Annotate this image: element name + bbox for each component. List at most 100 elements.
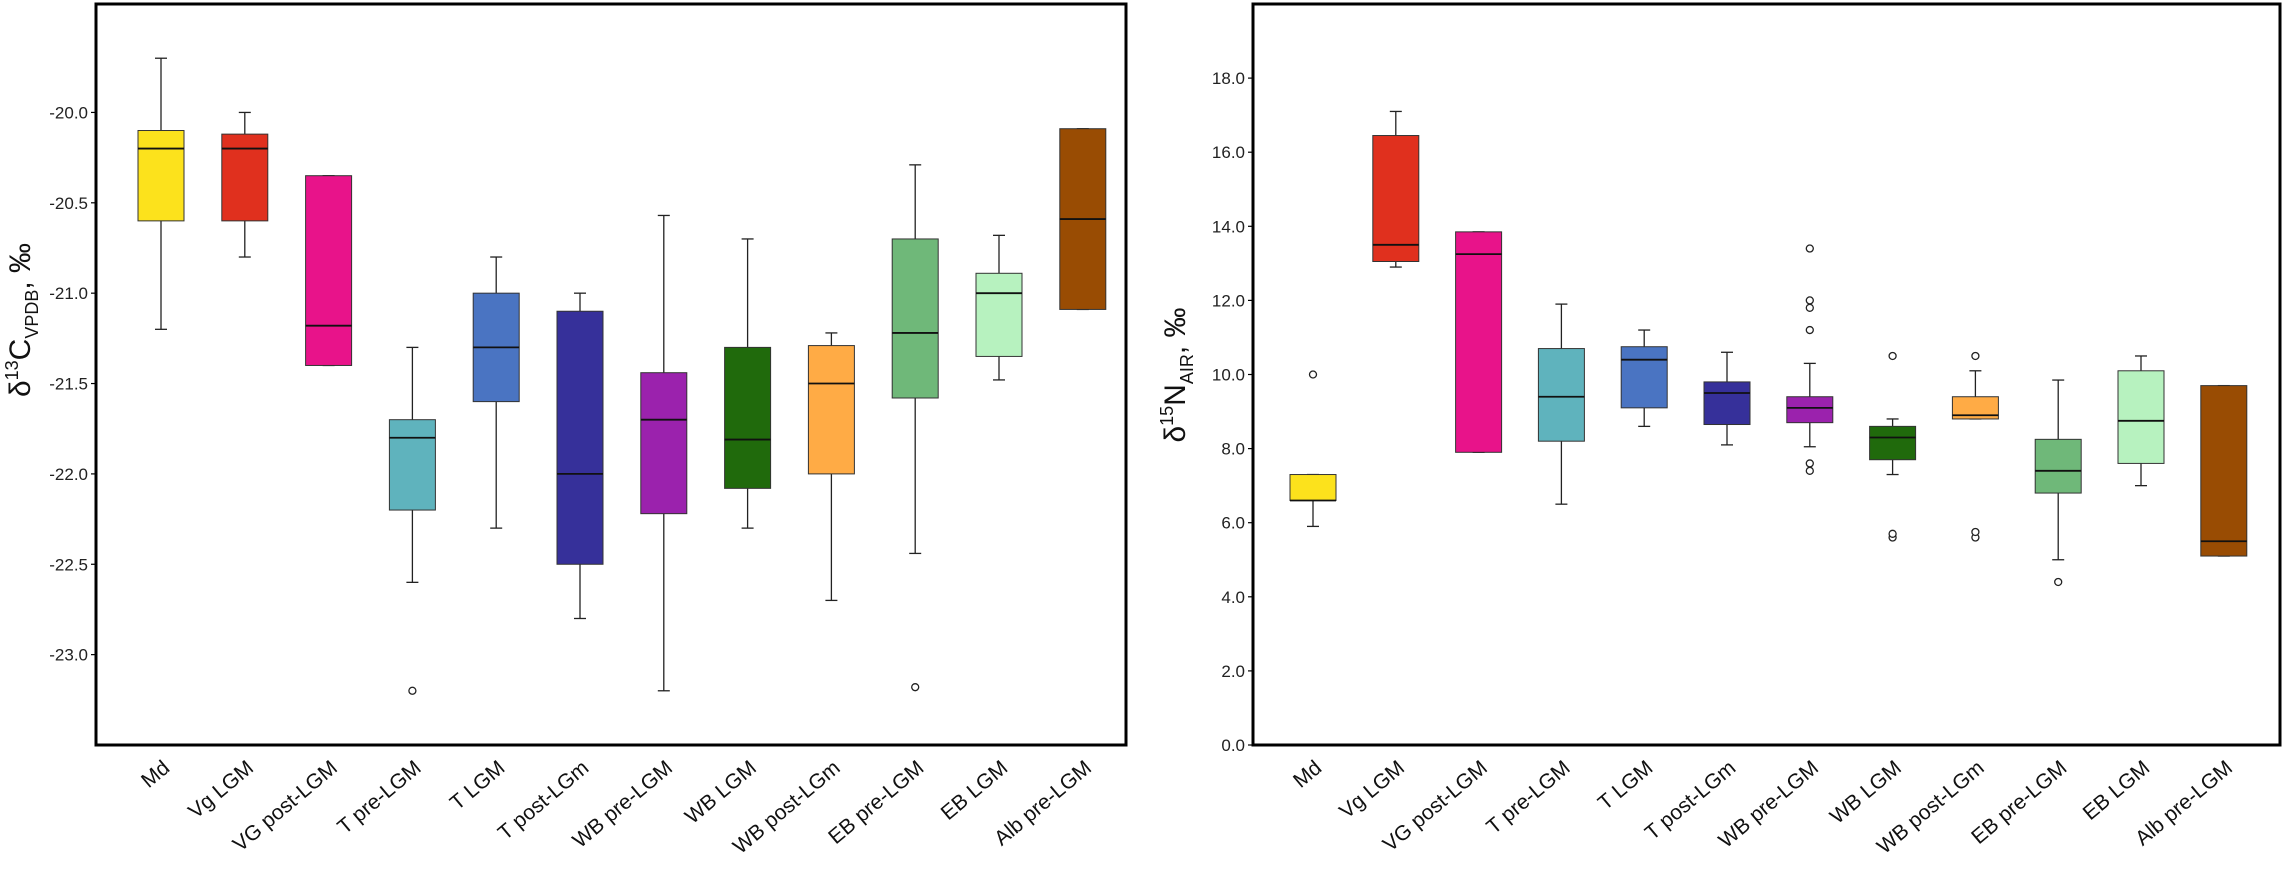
outlier-point bbox=[1805, 325, 1814, 335]
box-iqr bbox=[1372, 135, 1420, 262]
y-tick-label: -21.5 bbox=[49, 375, 88, 394]
y-axis-label-suffix: , ‰ bbox=[1159, 307, 1192, 354]
y-tick-label: 4.0 bbox=[1221, 588, 1245, 607]
y-tick-label: 16.0 bbox=[1212, 143, 1245, 162]
y-tick-label: 18.0 bbox=[1212, 69, 1245, 88]
box-iqr bbox=[1537, 348, 1585, 442]
y-axis-label-main: N bbox=[1159, 384, 1192, 406]
box-8 bbox=[1951, 351, 1999, 542]
y-tick-label: -21.0 bbox=[49, 284, 88, 303]
box-iqr bbox=[1620, 346, 1668, 409]
outlier-point bbox=[1971, 351, 1980, 361]
category-label: Vg LGM bbox=[1335, 756, 1409, 823]
outlier-point bbox=[1805, 296, 1814, 305]
box-9 bbox=[891, 164, 939, 692]
box-11 bbox=[1059, 128, 1107, 311]
box-6 bbox=[640, 214, 688, 692]
y-tick-label: 0.0 bbox=[1221, 736, 1245, 755]
outlier-point bbox=[1308, 370, 1318, 379]
box-1 bbox=[221, 111, 269, 258]
right-panel-d15n: 0.0 2.0 4.0 6.0 8.0 10.0 12.0 14.0 16.0 18.0 δ15NA… bbox=[1157, 2, 2282, 859]
category-label: T pre-LGM bbox=[333, 756, 425, 839]
box-8 bbox=[807, 332, 855, 602]
outlier-point bbox=[1805, 244, 1814, 253]
y-tick-label: 2.0 bbox=[1221, 662, 1245, 681]
box-iqr bbox=[1786, 396, 1834, 424]
box-iqr bbox=[1869, 425, 1917, 461]
category-label: Vg LGM bbox=[184, 756, 258, 823]
y-tick-label: 8.0 bbox=[1221, 440, 1245, 459]
box-iqr bbox=[1289, 474, 1337, 501]
category-label: Md bbox=[137, 756, 174, 792]
box-10 bbox=[2117, 355, 2165, 487]
box-3 bbox=[1537, 303, 1585, 505]
category-label: T LGM bbox=[446, 756, 510, 815]
y-tick-label: -20.5 bbox=[49, 194, 88, 213]
category-label: Md bbox=[1289, 756, 1326, 792]
box-9 bbox=[2034, 379, 2082, 587]
y-tick-label: 14.0 bbox=[1212, 217, 1245, 236]
box-0 bbox=[1289, 370, 1337, 528]
category-label: WB LGM bbox=[681, 756, 761, 828]
box-7 bbox=[1869, 351, 1917, 542]
y-tick-label: 6.0 bbox=[1221, 514, 1245, 533]
box-11 bbox=[2200, 384, 2248, 557]
left-panel-d13c: -23.0-22.5-22.0-21.5-21.0-20.5-20.0δ13CV… bbox=[2, 2, 1128, 859]
category-label: WB LGM bbox=[1826, 756, 1906, 828]
box-5 bbox=[1703, 351, 1751, 446]
box-iqr bbox=[807, 345, 855, 475]
box-4 bbox=[472, 256, 520, 529]
y-axis-label-sub: VPDB bbox=[22, 290, 42, 339]
box-iqr bbox=[1455, 231, 1503, 453]
outlier-point bbox=[1971, 527, 1980, 537]
box-5 bbox=[556, 292, 604, 620]
box-0 bbox=[137, 57, 185, 330]
y-axis-label-base: δ bbox=[1159, 426, 1192, 443]
y-tick-label: -20.0 bbox=[49, 103, 88, 122]
box-6 bbox=[1786, 244, 1834, 475]
outlier-point bbox=[1888, 529, 1897, 538]
y-tick-label: -22.0 bbox=[49, 465, 88, 484]
box-iqr bbox=[2117, 370, 2165, 464]
box-iqr bbox=[975, 272, 1023, 357]
outlier-point bbox=[911, 683, 920, 692]
y-axis-label-sub: AIR bbox=[1177, 354, 1197, 384]
plot-frame bbox=[94, 2, 1128, 747]
box-iqr bbox=[724, 346, 772, 489]
category-label: EB LGM bbox=[2079, 756, 2155, 825]
y-tick-label: 12.0 bbox=[1212, 291, 1245, 310]
y-tick-label: -22.5 bbox=[49, 555, 88, 574]
outlier-point bbox=[2054, 577, 2063, 587]
box-1 bbox=[1372, 110, 1420, 268]
y-axis-label-base: δ bbox=[4, 380, 37, 397]
category-label: T pre-LGM bbox=[1482, 756, 1574, 839]
box-iqr bbox=[556, 310, 604, 565]
box-4 bbox=[1620, 329, 1668, 428]
outlier-point bbox=[1805, 459, 1814, 468]
y-axis-label-main: C bbox=[4, 339, 37, 361]
outlier-point bbox=[1805, 466, 1814, 475]
outlier-point bbox=[408, 686, 417, 695]
y-axis-label: δ13CVPDB, ‰ bbox=[2, 243, 42, 397]
box-2 bbox=[305, 175, 353, 367]
box-iqr bbox=[1703, 381, 1751, 426]
y-axis-label-sup: 13 bbox=[2, 360, 22, 380]
y-axis-label-sup: 15 bbox=[1157, 406, 1177, 426]
y-tick-label: 10.0 bbox=[1212, 366, 1245, 385]
box-iqr bbox=[137, 130, 185, 222]
y-axis-label: δ15NAIR, ‰ bbox=[1157, 307, 1197, 442]
box-iqr bbox=[1951, 396, 1999, 420]
box-iqr bbox=[221, 133, 269, 222]
box-iqr bbox=[2034, 438, 2082, 494]
box-iqr bbox=[640, 372, 688, 515]
category-label: EB LGM bbox=[937, 756, 1013, 825]
category-label: T LGM bbox=[1594, 756, 1658, 815]
box-3 bbox=[388, 346, 436, 695]
y-tick-label: -23.0 bbox=[49, 646, 88, 665]
box-10 bbox=[975, 234, 1023, 381]
box-7 bbox=[724, 238, 772, 529]
box-iqr bbox=[305, 175, 353, 366]
box-iqr bbox=[388, 419, 436, 511]
outlier-point bbox=[1805, 303, 1814, 312]
